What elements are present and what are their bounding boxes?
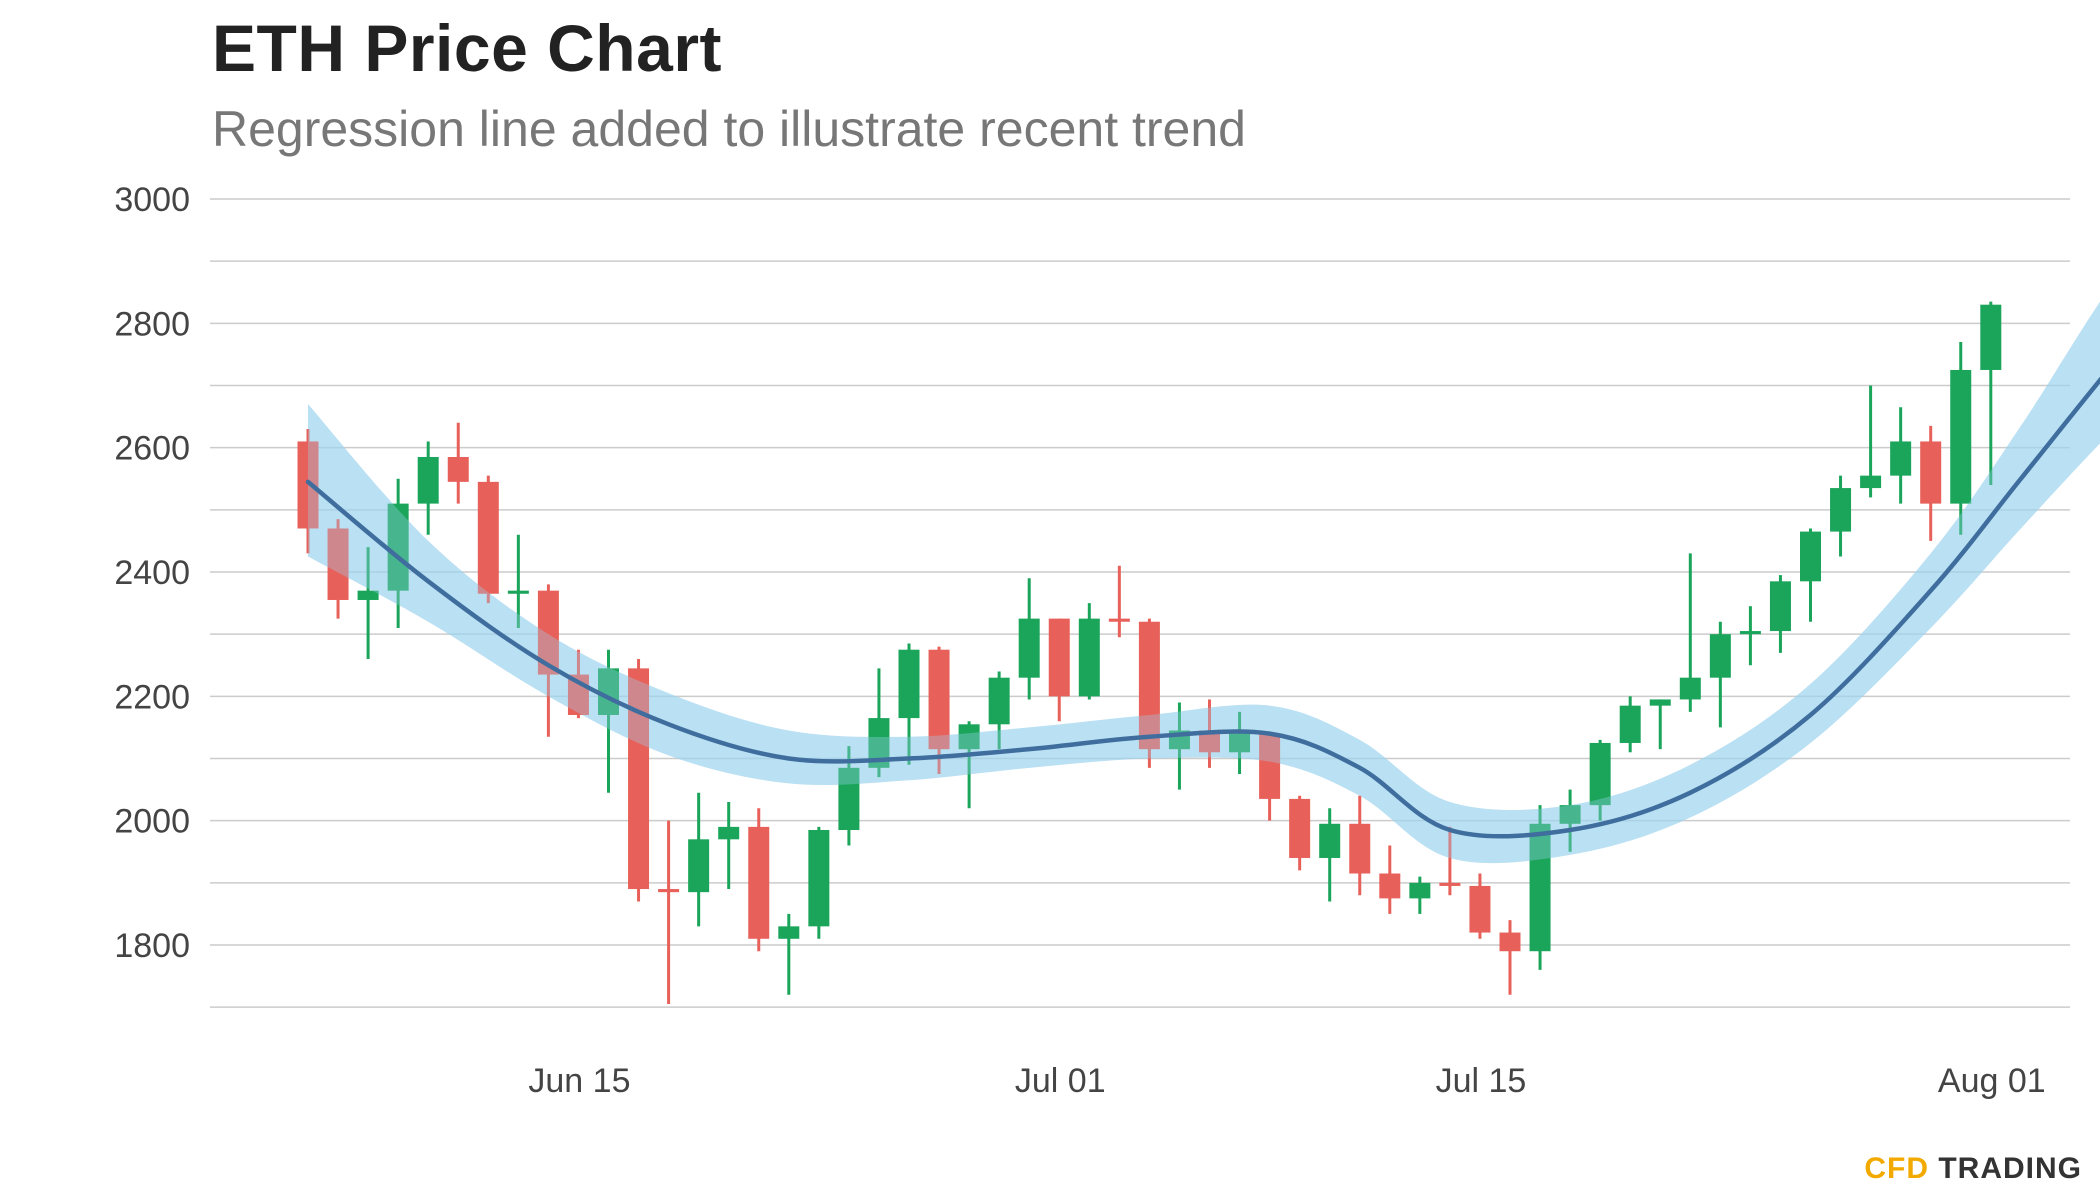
candle-up: [1679, 677, 1701, 700]
candle-up: [1409, 882, 1431, 899]
candle-up: [507, 590, 529, 594]
candle-up: [838, 767, 860, 830]
candle-up: [1559, 805, 1581, 824]
candle-down: [1469, 885, 1491, 933]
candle-up: [1229, 733, 1251, 753]
brand-logo: CFD TRADING: [1864, 1152, 2082, 1186]
candle-down: [658, 889, 680, 893]
confidence-band-overlay: [308, 301, 2100, 864]
candle-up: [357, 590, 379, 600]
candle-up: [808, 829, 830, 927]
candle-down: [1199, 730, 1220, 753]
candle-up: [417, 456, 439, 504]
chart-title: ETH Price Chart: [212, 11, 722, 85]
x-tick-label: Jul 01: [1015, 1062, 1106, 1100]
confidence-band: [308, 301, 2100, 864]
candle-up: [387, 503, 409, 591]
candle-up: [1018, 618, 1040, 678]
candle-down: [327, 528, 349, 600]
candle-up: [778, 926, 800, 939]
candle-down: [297, 441, 319, 529]
x-tick-label: Jun 15: [528, 1062, 630, 1100]
y-tick-label: 2400: [114, 554, 190, 592]
regression-line: [305, 376, 2100, 839]
candle-up: [688, 839, 710, 893]
candle-down: [1439, 882, 1461, 886]
y-tick-label: 2000: [114, 803, 190, 841]
confidence-band-layer: [308, 301, 2100, 864]
candle-up: [1890, 441, 1912, 476]
candle-up: [1980, 304, 2002, 370]
y-tick-label: 3000: [114, 181, 190, 219]
candle-up: [1529, 823, 1551, 952]
regression-line-layer: [305, 301, 2100, 864]
y-tick-label: 2200: [114, 678, 190, 716]
candle-down: [628, 668, 650, 890]
y-tick-label: 2800: [114, 305, 190, 343]
candle-down: [928, 649, 950, 750]
candle-up: [598, 668, 619, 715]
candle-up: [988, 677, 1010, 725]
x-tick-label: Jul 15: [1436, 1062, 1527, 1100]
candle-down: [1138, 621, 1160, 750]
candle-up: [1860, 475, 1882, 489]
candle-down: [1108, 618, 1130, 622]
y-tick-label: 2600: [114, 430, 190, 468]
brand-logo-part2: TRADING: [1938, 1152, 2082, 1185]
candles-layer: [297, 301, 2002, 1005]
chart-subtitle: Regression line added to illustrate rece…: [212, 101, 1246, 157]
candle-up: [1319, 823, 1341, 858]
candle-down: [1048, 618, 1070, 697]
candle-down: [447, 456, 469, 482]
candle-up: [1739, 631, 1761, 635]
candle-down: [1499, 932, 1521, 952]
candle-up: [1619, 705, 1641, 743]
candle-down: [748, 826, 770, 939]
candle-up: [1589, 742, 1611, 806]
candle-up: [718, 826, 740, 840]
candle-up: [1830, 488, 1852, 532]
candle-down: [1259, 733, 1281, 799]
candle-up: [958, 724, 980, 750]
candle-down: [1379, 873, 1401, 899]
candle-up: [1709, 634, 1731, 678]
candle-up: [1950, 369, 1972, 504]
candle-up: [1078, 618, 1100, 697]
candle-up: [1800, 531, 1821, 582]
candle-up: [1649, 699, 1671, 706]
candle-up: [898, 649, 920, 719]
candle-down: [1289, 798, 1311, 858]
candle-down: [477, 481, 499, 594]
candle-down: [1920, 441, 1942, 504]
brand-logo-part1: CFD: [1864, 1152, 1929, 1185]
candle-up: [1769, 581, 1791, 632]
axis-labels-layer: 1800 2000 2200 2400 2600 2800 3000 Jun 15 Jul 01…: [114, 181, 2045, 1100]
y-tick-label: 1800: [114, 927, 190, 965]
x-tick-label: Aug 01: [1938, 1062, 2046, 1100]
candle-up: [868, 718, 890, 768]
candle-down: [537, 590, 559, 675]
candle-down: [1349, 823, 1371, 874]
